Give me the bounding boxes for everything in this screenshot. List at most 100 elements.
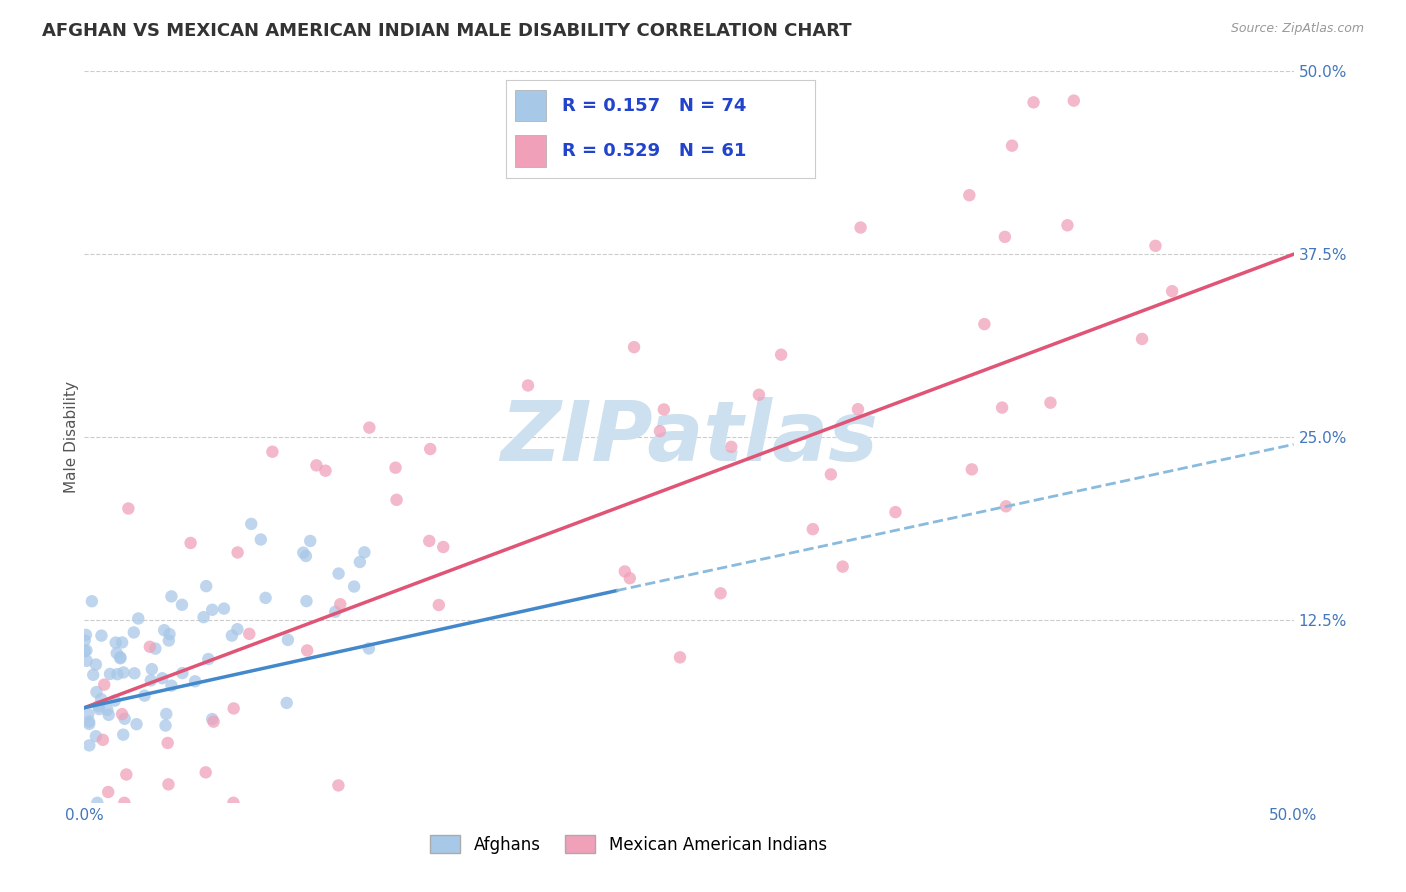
Point (193, 610, 215, 624)
Point (846, 402, 869, 417)
Point (222, 701, 245, 715)
Text: AFGHAN VS MEXICAN AMERICAN INDIAN MALE DISABILITY CORRELATION CHART: AFGHAN VS MEXICAN AMERICAN INDIAN MALE D… (42, 22, 852, 40)
Point (160, 590, 183, 604)
Point (160, 679, 183, 693)
Point (105, 646, 128, 660)
Point (139, 640, 162, 654)
Point (197, 652, 219, 666)
Point (262, 444, 284, 458)
Point (90, 629, 112, 643)
Point (172, 666, 194, 681)
Point (115, 767, 138, 781)
Point (995, 500, 1018, 514)
FancyBboxPatch shape (516, 90, 547, 121)
Point (384, 460, 406, 475)
Point (98, 667, 121, 681)
Point (831, 559, 853, 574)
Point (357, 641, 380, 656)
Point (277, 632, 299, 647)
Point (221, 629, 243, 643)
Point (1063, 94, 1085, 108)
Point (652, 402, 675, 417)
Point (884, 505, 907, 519)
Point (153, 623, 176, 637)
Point (110, 650, 132, 665)
Point (112, 796, 135, 810)
Point (669, 650, 692, 665)
Point (619, 571, 641, 585)
Point (82, 668, 104, 682)
Point (305, 458, 328, 473)
Point (1022, 95, 1045, 110)
Point (155, 718, 177, 732)
Point (343, 580, 366, 594)
Point (249, 533, 271, 547)
Point (353, 545, 375, 559)
Point (295, 643, 318, 657)
Point (117, 501, 139, 516)
Text: R = 0.157   N = 74: R = 0.157 N = 74 (562, 97, 747, 115)
Point (770, 348, 793, 362)
Point (1130, 332, 1153, 346)
Point (226, 622, 249, 636)
Point (323, 605, 346, 619)
Point (104, 693, 127, 707)
Point (104, 635, 127, 649)
Point (90, 692, 112, 706)
Point (328, 566, 350, 581)
Point (155, 706, 177, 721)
Point (195, 579, 218, 593)
Point (254, 591, 277, 605)
Point (97, 785, 120, 799)
Point (77, 717, 100, 731)
Point (427, 598, 450, 612)
Point (359, 420, 381, 434)
Point (112, 728, 135, 742)
Point (517, 378, 540, 392)
Point (748, 388, 770, 402)
Point (240, 516, 263, 531)
Point (973, 317, 995, 331)
Point (139, 673, 162, 688)
Point (1039, 395, 1062, 409)
Point (77, 714, 100, 729)
Point (295, 594, 318, 608)
Point (349, 555, 371, 569)
Point (124, 666, 146, 681)
Point (84, 729, 107, 743)
Point (201, 603, 224, 617)
Point (134, 689, 156, 703)
Point (112, 665, 135, 680)
Point (1001, 138, 1024, 153)
Point (110, 651, 132, 665)
Point (720, 440, 742, 454)
Point (125, 717, 148, 731)
Point (145, 641, 167, 656)
Point (170, 598, 193, 612)
Point (86, 685, 108, 699)
Point (105, 667, 128, 681)
Point (299, 533, 322, 548)
Text: ZIPatlas: ZIPatlas (501, 397, 877, 477)
Point (202, 714, 225, 729)
Point (238, 627, 260, 641)
Point (991, 401, 1014, 415)
Point (87, 699, 110, 714)
Point (994, 230, 1017, 244)
Point (86, 796, 108, 810)
Point (111, 707, 134, 722)
Point (226, 545, 249, 559)
Point (1144, 239, 1167, 253)
FancyBboxPatch shape (516, 136, 547, 167)
Point (295, 549, 318, 563)
Point (292, 546, 315, 560)
Point (201, 712, 224, 726)
Point (156, 736, 179, 750)
Point (194, 765, 217, 780)
Point (122, 625, 145, 640)
Text: Source: ZipAtlas.com: Source: ZipAtlas.com (1230, 22, 1364, 36)
Point (648, 424, 671, 438)
Legend: Afghans, Mexican American Indians: Afghans, Mexican American Indians (423, 829, 834, 860)
Point (150, 671, 173, 685)
Point (127, 611, 149, 625)
